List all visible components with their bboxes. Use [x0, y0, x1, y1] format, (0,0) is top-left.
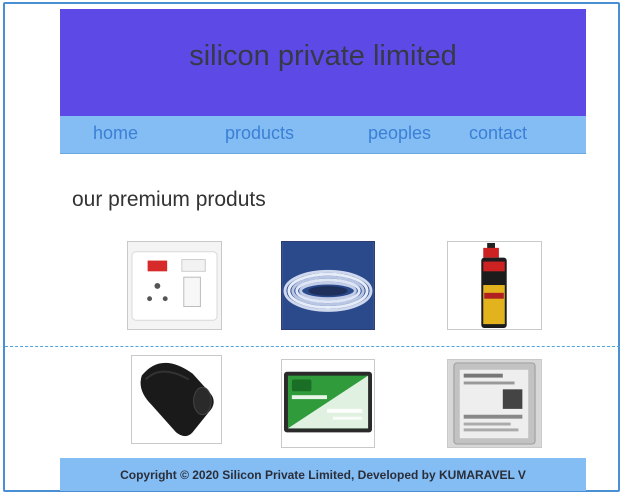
- page-frame: [3, 2, 620, 492]
- silicone-wire-icon: [282, 242, 374, 329]
- ssd-drive-icon: [282, 360, 374, 447]
- nav-peoples-link[interactable]: peoples: [368, 123, 432, 143]
- nav-home-link[interactable]: home: [93, 123, 139, 143]
- section-divider: [5, 346, 620, 347]
- nav-products-link[interactable]: products: [225, 123, 295, 143]
- site-title: silicon private limited: [189, 40, 457, 72]
- main-nav: home products peoples contact: [60, 116, 586, 154]
- copyright-text: Copyright © 2020 Silicon Private Limited…: [120, 467, 526, 482]
- product-ssd[interactable]: [281, 359, 375, 448]
- hard-disk-icon: [448, 360, 541, 447]
- product-switch-socket[interactable]: [127, 241, 222, 330]
- section-heading: our premium produts: [72, 188, 266, 211]
- product-silicone-wire[interactable]: [281, 241, 375, 330]
- product-silicone-spray[interactable]: [447, 241, 542, 330]
- site-footer: Copyright © 2020 Silicon Private Limited…: [60, 458, 586, 491]
- product-fitness-band[interactable]: [131, 355, 222, 444]
- switch-socket-icon: [128, 242, 221, 329]
- nav-contact-link[interactable]: contact: [469, 123, 528, 143]
- product-hard-disk[interactable]: [447, 359, 542, 448]
- site-header: silicon private limited: [60, 9, 586, 116]
- silicone-spray-can-icon: [448, 242, 541, 329]
- fitness-band-icon: [132, 356, 221, 443]
